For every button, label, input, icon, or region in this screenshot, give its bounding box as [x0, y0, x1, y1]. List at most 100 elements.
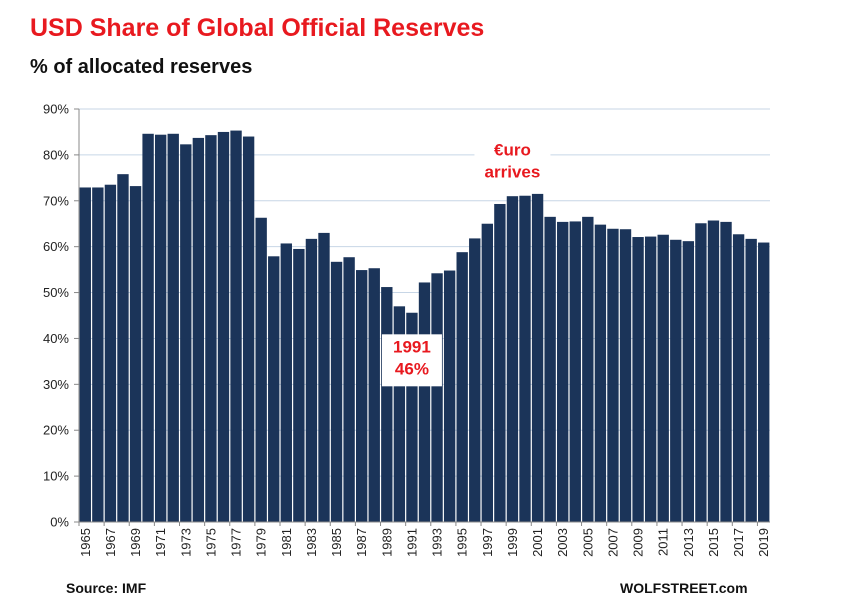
- x-tick-label: 1983: [304, 528, 319, 557]
- y-tick-label: 90%: [43, 102, 69, 117]
- x-tick-label: 1973: [178, 528, 193, 557]
- bar-2013: [682, 241, 695, 522]
- bar-1987: [356, 270, 368, 522]
- x-tick-label: 1969: [128, 528, 143, 557]
- bar-1972: [167, 133, 179, 522]
- bar-2007: [607, 228, 619, 522]
- bar-1980: [268, 256, 280, 522]
- bar-1999: [506, 196, 519, 522]
- bar-1965: [79, 187, 91, 522]
- x-tick-label: 1999: [505, 528, 520, 557]
- bar-1998: [494, 203, 506, 523]
- bar-1985: [330, 261, 343, 522]
- annotation-label: 46%: [395, 359, 429, 378]
- y-tick-label: 50%: [43, 285, 69, 300]
- y-tick-label: 20%: [43, 423, 69, 438]
- x-tick-label: 1991: [404, 528, 419, 557]
- bar-1971: [154, 134, 167, 522]
- bar-1996: [469, 238, 481, 522]
- bar-2008: [619, 229, 632, 522]
- bar-1975: [205, 135, 217, 522]
- y-tick-label: 10%: [43, 469, 69, 484]
- bar-1995: [456, 252, 468, 522]
- annotation-label: arrives: [485, 162, 541, 181]
- x-tick-label: 2017: [731, 528, 746, 557]
- bar-2002: [544, 216, 556, 523]
- bar-2015: [707, 220, 720, 522]
- annotation-box: [381, 334, 442, 387]
- bar-2018: [745, 238, 757, 523]
- y-tick-label: 30%: [43, 377, 69, 392]
- bar-1983: [305, 238, 318, 523]
- bar-2001: [531, 193, 544, 522]
- bar-1966: [92, 187, 104, 522]
- bar-2019: [758, 242, 770, 522]
- bar-1993: [431, 273, 443, 522]
- bar-2017: [732, 234, 745, 522]
- bar-2006: [594, 224, 607, 522]
- x-tick-label: 1993: [430, 528, 445, 557]
- x-tick-label: 1995: [455, 528, 470, 557]
- bar-1969: [129, 186, 142, 523]
- x-tick-label: 2005: [580, 528, 595, 557]
- source-note: Source: IMF: [66, 580, 147, 596]
- bar-2003: [557, 221, 569, 523]
- bar-1988: [368, 268, 380, 522]
- x-tick-label: 2015: [706, 528, 721, 557]
- bar-1994: [443, 270, 456, 522]
- x-tick-label: 1989: [379, 528, 394, 557]
- x-tick-label: 2011: [656, 528, 671, 556]
- bar-1982: [293, 248, 305, 522]
- bar-1974: [192, 137, 205, 522]
- x-tick-label: 1965: [78, 528, 93, 557]
- x-tick-label: 1985: [329, 528, 344, 557]
- annotation-label: €uro: [494, 140, 531, 159]
- y-tick-label: 60%: [43, 239, 69, 254]
- bar-1967: [104, 184, 117, 522]
- bar-2012: [670, 239, 682, 523]
- bar-2014: [695, 223, 707, 522]
- x-tick-label: 2009: [631, 528, 646, 557]
- bar-1973: [180, 144, 192, 522]
- x-tick-label: 1981: [279, 528, 294, 557]
- chart-title: USD Share of Global Official Reserves: [30, 14, 485, 42]
- bar-1990: [393, 306, 406, 522]
- x-tick-label: 2007: [605, 528, 620, 557]
- bar-1979: [255, 217, 267, 523]
- bar-1976: [217, 131, 230, 522]
- x-tick-label: 2013: [681, 528, 696, 557]
- bar-1978: [242, 136, 255, 523]
- y-tick-label: 80%: [43, 147, 69, 162]
- x-tick-label: 1977: [229, 528, 244, 557]
- bar-2009: [632, 237, 644, 522]
- y-tick-label: 70%: [43, 193, 69, 208]
- bar-2000: [519, 195, 531, 523]
- x-tick-label: 1967: [103, 528, 118, 557]
- bar-2011: [657, 234, 669, 523]
- x-tick-label: 1975: [203, 528, 218, 557]
- y-tick-label: 40%: [43, 331, 69, 346]
- bar-2004: [569, 221, 581, 522]
- chart-subtitle: % of allocated reserves: [30, 56, 253, 78]
- bar-1991: [406, 312, 418, 522]
- bar-1970: [142, 133, 154, 522]
- x-tick-label: 1979: [254, 528, 269, 557]
- bar-1968: [117, 174, 129, 522]
- x-tick-label: 1987: [354, 528, 369, 557]
- bar-2010: [644, 236, 657, 522]
- x-tick-label: 2001: [530, 528, 545, 557]
- bar-1997: [481, 223, 493, 522]
- annotation-label: 1991: [393, 337, 431, 356]
- bar-1992: [418, 282, 431, 522]
- x-tick-label: 2003: [555, 528, 570, 557]
- brand-credit: WOLFSTREET.com: [620, 580, 748, 596]
- bar-2005: [582, 216, 594, 523]
- bar-1986: [343, 257, 355, 522]
- bar-1981: [280, 243, 292, 522]
- bar-1977: [230, 130, 242, 522]
- x-tick-label: 2019: [756, 528, 771, 557]
- y-tick-label: 0%: [50, 515, 69, 530]
- annotation-box: [474, 137, 551, 188]
- x-tick-label: 1997: [480, 528, 495, 557]
